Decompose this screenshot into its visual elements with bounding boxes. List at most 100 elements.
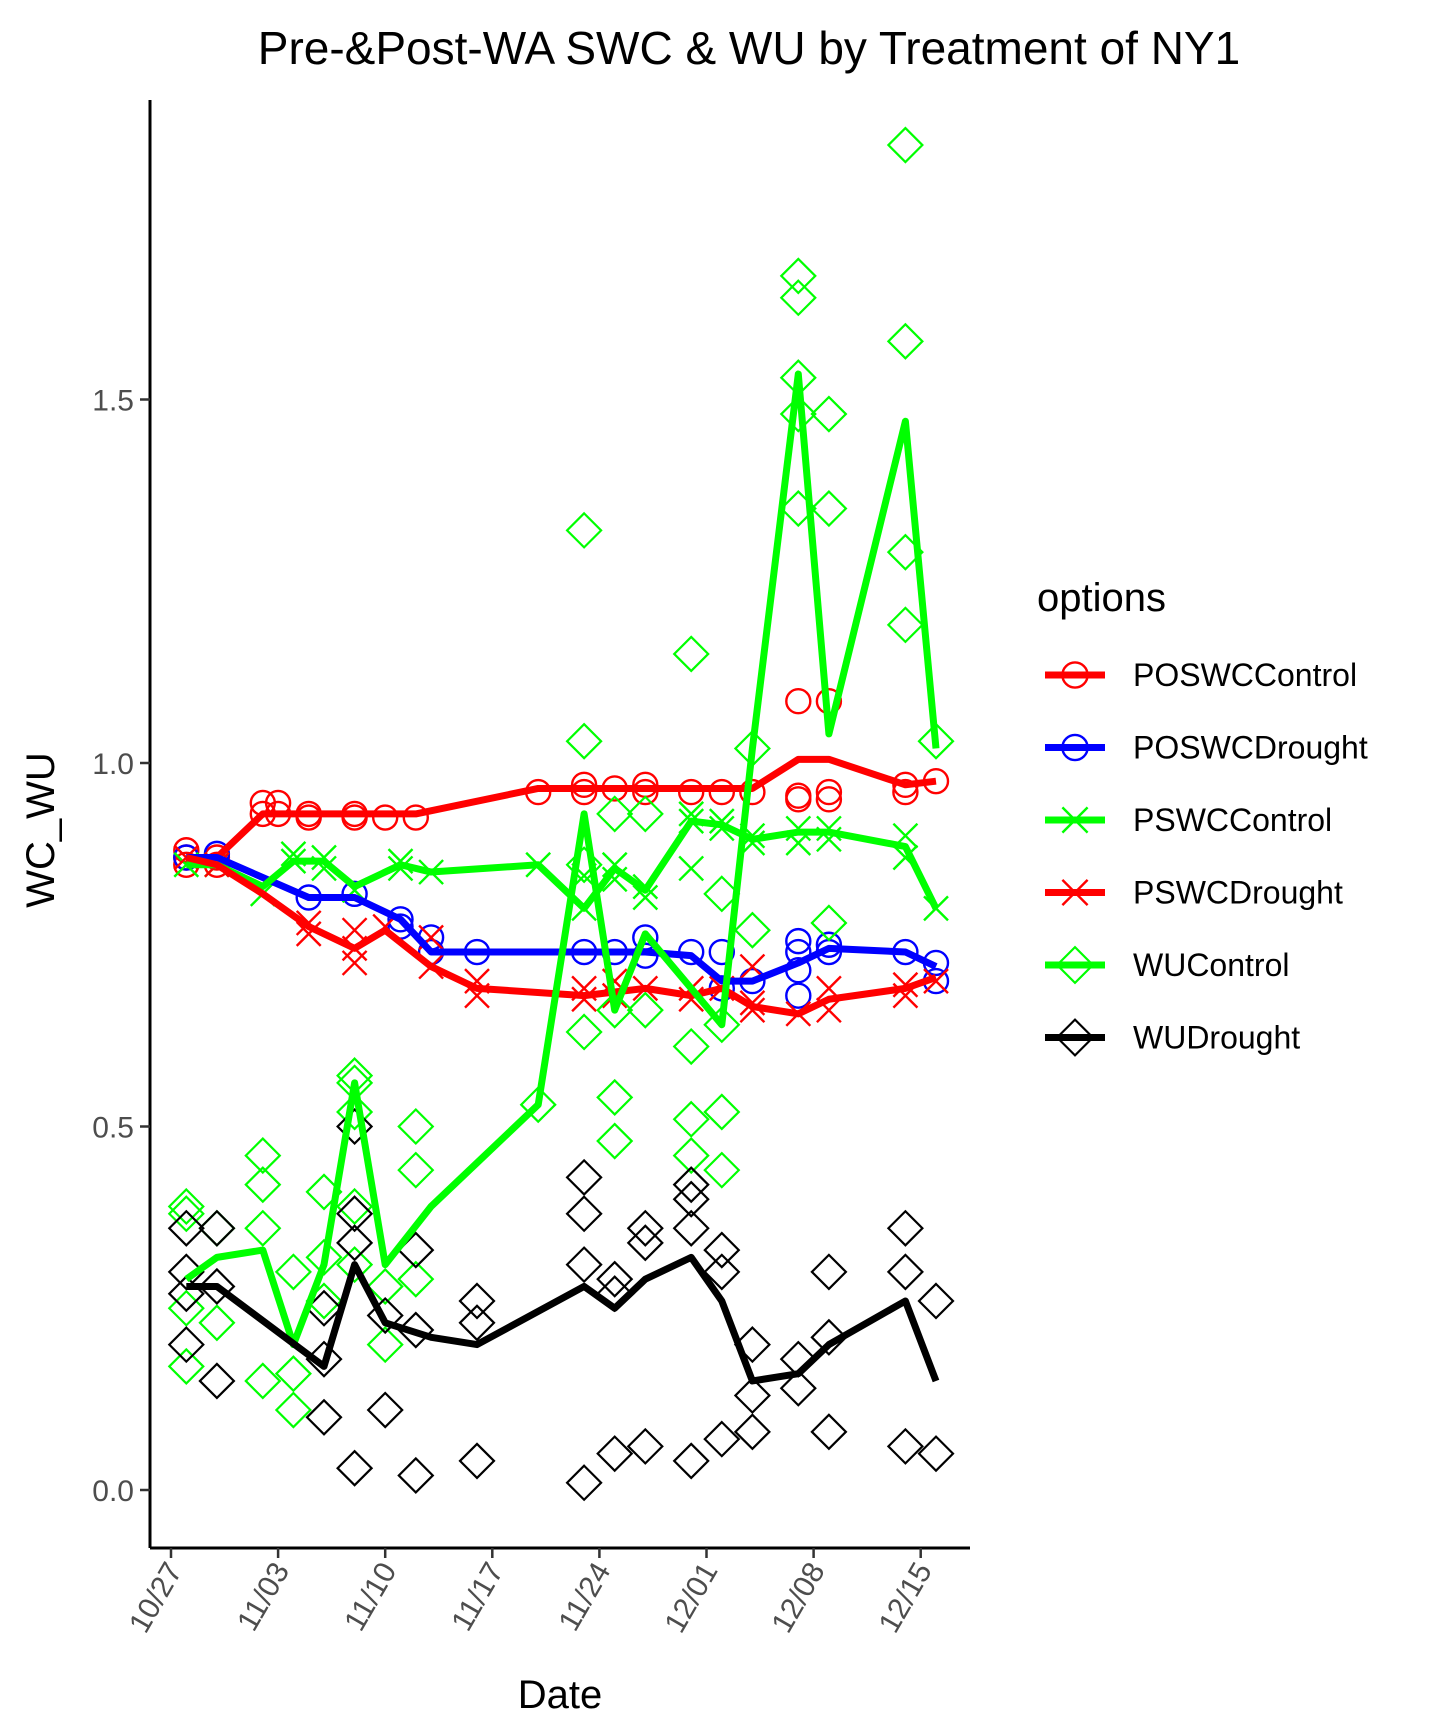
point-POSWCDrought-4 xyxy=(387,906,414,933)
point-WUControl-56 xyxy=(886,322,924,360)
legend-label: PSWCControl xyxy=(1133,802,1332,838)
point-WUDrought-23 xyxy=(565,1195,603,1233)
point-POSWCControl-19 xyxy=(632,778,659,806)
point-WUDrought-18 xyxy=(397,1456,435,1495)
x-tick-label: 11/24 xyxy=(552,1557,617,1637)
point-WUControl-25 xyxy=(397,1260,435,1298)
legend-label: WUDrought xyxy=(1133,1020,1300,1056)
point-WUDrought-45 xyxy=(810,1318,848,1356)
point-WUDrought-43 xyxy=(779,1369,817,1407)
point-POSWCControl-17 xyxy=(570,771,598,799)
point-WUDrought-48 xyxy=(886,1253,924,1291)
legend-key-marker xyxy=(1061,806,1089,834)
legend-item-PSWCControl: PSWCControl xyxy=(1045,802,1332,838)
point-WUControl-0 xyxy=(167,1187,205,1226)
legend-label: PSWCDrought xyxy=(1133,875,1343,911)
point-WUControl-30 xyxy=(565,1013,603,1051)
point-WUDrought-30 xyxy=(626,1224,664,1262)
x-tick-label: 10/27 xyxy=(123,1557,189,1639)
point-WUDrought-22 xyxy=(565,1158,603,1196)
point-WUDrought-46 xyxy=(810,1413,848,1451)
point-WUControl-18 xyxy=(336,1093,374,1131)
point-WUDrought-21 xyxy=(458,1442,496,1480)
point-WUControl-12 xyxy=(274,1355,312,1393)
point-WUControl-3 xyxy=(167,1347,205,1385)
point-WUDrought-47 xyxy=(886,1209,924,1247)
y-tick-label: 0.0 xyxy=(92,1475,134,1508)
point-WUControl-29 xyxy=(565,846,603,884)
point-POSWCControl-14 xyxy=(402,804,429,831)
point-WUDrought-38 xyxy=(703,1420,741,1458)
point-WUDrought-20 xyxy=(458,1304,496,1342)
series-WUControl xyxy=(167,126,955,1429)
point-WUDrought-2 xyxy=(167,1275,205,1313)
y-tick-label: 1.5 xyxy=(92,385,134,418)
legend-key-marker xyxy=(1061,733,1089,762)
point-WUControl-19 xyxy=(336,1187,374,1226)
point-WUDrought-17 xyxy=(397,1311,435,1349)
x-tick-label: 11/03 xyxy=(231,1557,296,1637)
point-PSWCControl-18 xyxy=(678,855,705,882)
point-WUControl-44 xyxy=(703,1151,741,1189)
point-POSWCDrought-22 xyxy=(815,931,843,958)
point-WUControl-1 xyxy=(167,1195,205,1233)
point-WUDrought-37 xyxy=(703,1253,741,1291)
point-PSWCDrought-4 xyxy=(341,950,368,976)
legend-key-marker xyxy=(1055,1018,1095,1057)
point-WUDrought-5 xyxy=(198,1267,236,1305)
point-WUDrought-33 xyxy=(672,1180,710,1218)
x-tick-label: 12/15 xyxy=(873,1557,939,1639)
point-WUControl-8 xyxy=(244,1209,282,1247)
point-WUDrought-10 xyxy=(336,1107,374,1146)
legend-title: options xyxy=(1037,576,1166,620)
point-WUControl-47 xyxy=(779,257,817,295)
x-tick-label: 11/17 xyxy=(445,1557,510,1637)
point-WUDrought-25 xyxy=(565,1464,603,1502)
line-WUDrought xyxy=(186,1253,940,1385)
y-tick-label: 1.0 xyxy=(92,748,134,781)
point-WUDrought-34 xyxy=(672,1209,710,1247)
point-POSWCDrought-14 xyxy=(708,938,735,966)
point-WUDrought-26 xyxy=(596,1260,634,1298)
point-WUControl-34 xyxy=(596,1122,634,1160)
point-WUControl-6 xyxy=(244,1137,282,1175)
point-POSWCControl-13 xyxy=(372,804,399,831)
point-WUDrought-24 xyxy=(565,1246,603,1284)
point-POSWCDrought-3 xyxy=(341,880,368,908)
point-WUDrought-14 xyxy=(366,1296,404,1335)
point-WUDrought-49 xyxy=(886,1427,924,1465)
point-POSWCControl-16 xyxy=(570,778,598,806)
legend-item-WUDrought: WUDrought xyxy=(1045,1018,1300,1057)
point-POSWCControl-21 xyxy=(678,778,705,806)
point-WUControl-35 xyxy=(626,795,664,833)
point-POSWCControl-28 xyxy=(815,778,843,806)
line-POSWCControl xyxy=(186,755,937,862)
point-WUControl-55 xyxy=(886,126,924,164)
point-WUControl-32 xyxy=(596,991,634,1029)
point-WUDrought-31 xyxy=(626,1427,664,1465)
point-WUControl-38 xyxy=(672,1027,710,1066)
series-WUDrought xyxy=(167,1107,955,1502)
point-WUControl-4 xyxy=(198,1209,236,1247)
point-PSWCDrought-2 xyxy=(295,920,322,947)
legend-item-POSWCControl: POSWCControl xyxy=(1045,657,1357,693)
point-WUControl-24 xyxy=(397,1151,435,1189)
point-WUDrought-39 xyxy=(733,1326,771,1364)
point-WUDrought-32 xyxy=(672,1166,710,1204)
point-POSWCControl-26 xyxy=(785,688,812,715)
point-WUDrought-9 xyxy=(305,1398,343,1436)
point-POSWCControl-27 xyxy=(815,786,843,813)
x-tick-label: 11/10 xyxy=(338,1557,403,1637)
point-WUDrought-35 xyxy=(672,1442,710,1480)
point-WUDrought-29 xyxy=(626,1209,664,1247)
point-POSWCDrought-20 xyxy=(785,927,812,955)
point-POSWCControl-30 xyxy=(892,778,919,806)
point-WUDrought-40 xyxy=(733,1376,771,1415)
point-WUDrought-19 xyxy=(458,1282,496,1320)
x-axis-title: Date xyxy=(518,1673,603,1717)
point-WUDrought-6 xyxy=(198,1362,236,1400)
legend-item-WUControl: WUControl xyxy=(1045,945,1289,985)
legend-label: POSWCControl xyxy=(1133,657,1357,693)
point-WUDrought-41 xyxy=(733,1413,771,1451)
